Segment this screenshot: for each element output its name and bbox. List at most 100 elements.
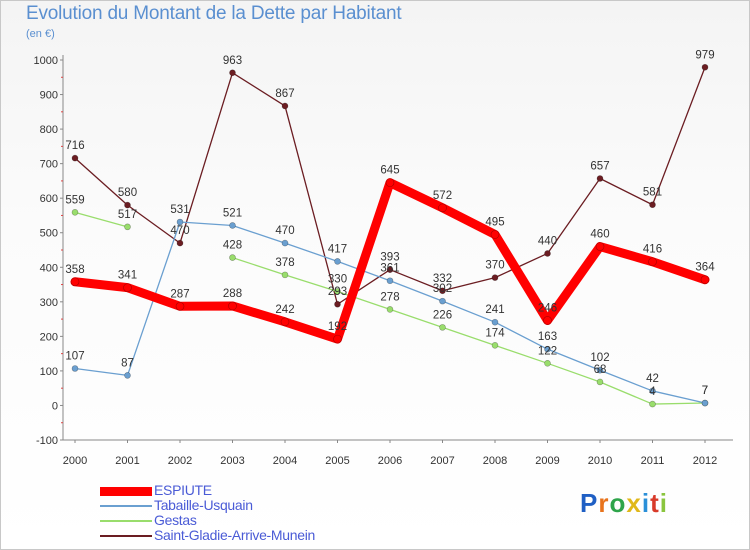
legend-label: Saint-Gladie-Arrive-Munein (154, 527, 316, 543)
chart-title: Evolution du Montant de la Dette par Hab… (26, 3, 402, 24)
data-point (595, 242, 605, 251)
data-label: 440 (538, 235, 557, 247)
data-label: 174 (485, 327, 505, 339)
data-point (70, 277, 80, 287)
chart-subtitle: (en €) (26, 28, 55, 40)
data-label: 7 (702, 385, 708, 397)
data-point (334, 300, 341, 308)
legend-swatch (100, 535, 152, 537)
x-tick-label: 2004 (273, 455, 297, 467)
logo-letter: x (626, 488, 642, 518)
data-label: 572 (433, 190, 452, 202)
data-point (490, 230, 500, 239)
data-label: 192 (328, 321, 347, 333)
data-point (229, 69, 236, 77)
data-point (700, 275, 710, 285)
data-label: 979 (695, 49, 714, 61)
data-point (649, 201, 656, 209)
legend-swatch (100, 520, 152, 522)
series-gestas (71, 209, 709, 408)
y-tick-label: 800 (40, 124, 58, 136)
data-label: 867 (275, 88, 294, 100)
data-label: 963 (223, 55, 242, 67)
x-tick-label: 2009 (535, 455, 559, 467)
data-label: 42 (646, 373, 659, 385)
data-point (124, 372, 131, 379)
data-point (280, 317, 290, 327)
data-point (439, 297, 446, 305)
data-point (71, 209, 79, 216)
data-point (649, 400, 656, 408)
x-tick-label: 2011 (641, 455, 665, 467)
data-label: 102 (590, 352, 609, 364)
data-point (124, 223, 131, 231)
data-label: 657 (590, 160, 609, 172)
data-point (439, 287, 446, 295)
data-label: 242 (275, 304, 294, 316)
x-tick-label: 2002 (168, 455, 192, 467)
data-label: 378 (275, 257, 294, 269)
data-label: 358 (65, 264, 84, 276)
data-label: 87 (121, 357, 134, 369)
data-labels: 716 580 470 963 867 293 393 332 370 440 657 581 979 5… (65, 49, 715, 398)
data-label: 278 (380, 291, 399, 303)
y-tick-label: 600 (40, 193, 58, 205)
data-label: 417 (328, 243, 347, 255)
data-point (71, 365, 79, 372)
series-tabaille-usquain (71, 218, 709, 407)
y-tick-label: 900 (40, 90, 58, 102)
legend-swatch (100, 505, 152, 507)
logo-letter: t (650, 488, 660, 518)
y-tick-label: 0 (52, 400, 58, 412)
data-point (281, 271, 289, 279)
x-tick-label: 2000 (63, 455, 87, 467)
legend-swatch (100, 486, 152, 496)
data-label: 302 (433, 283, 452, 295)
data-point (334, 288, 341, 295)
data-label: 716 (65, 140, 84, 152)
data-point (281, 239, 289, 247)
legend-label: Gestas (154, 512, 197, 528)
legend-label: ESPIUTE (154, 482, 212, 498)
data-point (71, 154, 79, 162)
axes: -100 0 100 200 300 400 500 600 700 800 900 1000 2000… (34, 55, 733, 467)
data-label: 470 (275, 225, 294, 237)
data-label: 7 (702, 385, 708, 397)
data-point (175, 302, 185, 311)
data-label: 581 (643, 187, 662, 199)
data-point (123, 283, 132, 292)
data-label: 226 (433, 309, 452, 321)
data-label: 370 (485, 260, 504, 272)
x-tick-label: 2010 (588, 455, 612, 467)
y-tick-label: 300 (40, 297, 58, 309)
data-point (701, 399, 709, 407)
data-point (544, 250, 551, 257)
data-point (544, 360, 551, 367)
x-tick-label: 2006 (378, 455, 402, 467)
data-label: 495 (485, 216, 504, 228)
series-layer (70, 63, 710, 408)
data-point (386, 266, 394, 273)
data-label: 364 (695, 262, 715, 274)
data-point (438, 203, 447, 213)
data-point (176, 218, 184, 226)
data-point (124, 201, 131, 209)
data-point (333, 334, 342, 344)
data-point (491, 274, 499, 281)
data-label: 341 (118, 270, 137, 282)
y-tick-label: -100 (36, 435, 58, 447)
data-label: 416 (643, 244, 662, 256)
data-point (386, 277, 394, 285)
data-label: 330 (328, 273, 347, 285)
logo-letter: i (659, 488, 668, 518)
data-point (596, 175, 604, 182)
data-label: 470 (170, 225, 189, 237)
data-point (491, 318, 499, 326)
data-label: 428 (223, 240, 242, 252)
data-point (544, 345, 551, 353)
legend-label: Tabaille-Usquain (154, 497, 253, 513)
data-point (229, 222, 236, 229)
x-tick-label: 2001 (115, 455, 139, 467)
logo-letter: r (598, 488, 610, 518)
data-label: 332 (433, 273, 452, 285)
